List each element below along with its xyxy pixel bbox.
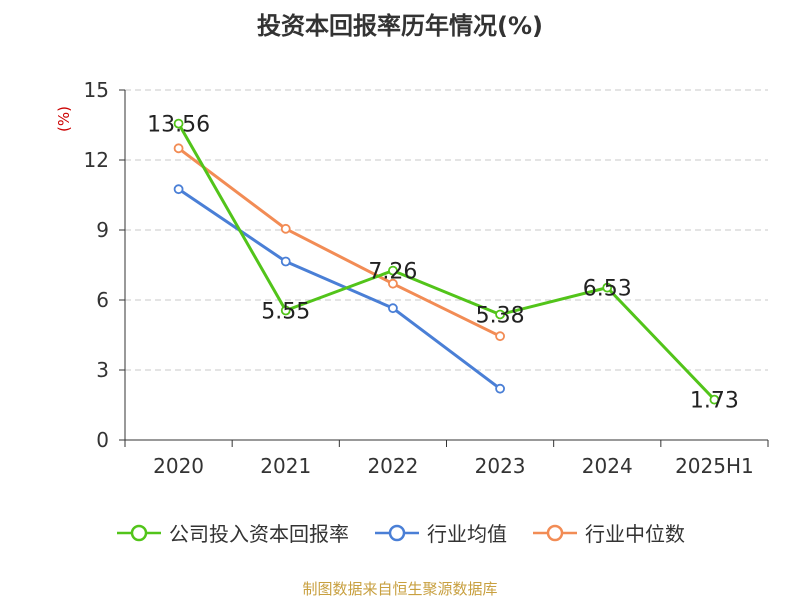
data-label: 5.38	[476, 303, 525, 328]
axes: 0 3 6 9 12 15 2020 2021 2022 2023 2024 2025H1	[84, 78, 769, 478]
x-tick-label: 2025H1	[675, 454, 754, 478]
y-tick-label: 3	[96, 358, 109, 382]
data-label: 5.55	[261, 300, 310, 325]
x-tick-label: 2023	[475, 454, 526, 478]
data-point	[388, 303, 398, 314]
y-tick-label: 9	[96, 218, 109, 242]
legend-label-company-roic: 公司投入资本回报率	[169, 522, 349, 546]
y-tick-label: 6	[96, 288, 109, 312]
data-label: 13.56	[147, 113, 210, 138]
series-lines	[173, 118, 720, 405]
legend-label-industry-mean: 行业均值	[427, 522, 507, 546]
legend-item-industry-mean[interactable]: 行业均值	[373, 518, 507, 547]
data-point	[495, 331, 505, 342]
data-point	[602, 282, 613, 293]
legend-item-industry-median[interactable]: 行业中位数	[531, 518, 685, 547]
legend-marker-blue	[375, 524, 419, 541]
chart-title: 投资本回报率历年情况(%)	[257, 12, 543, 40]
series-line	[177, 147, 501, 338]
data-label: 1.73	[690, 389, 739, 414]
data-point	[495, 309, 505, 320]
legend-marker-green	[117, 524, 161, 541]
x-tick-label: 2021	[260, 454, 311, 478]
y-tick-label: 0	[96, 428, 109, 452]
series-line	[177, 122, 716, 401]
gridlines	[125, 89, 768, 371]
data-point	[280, 223, 291, 234]
data-labels: 13.56 5.55 7.26 5.38 6.53 1.73	[147, 113, 739, 414]
series-line	[177, 187, 501, 390]
data-label: 6.53	[583, 277, 632, 302]
data-point	[709, 394, 720, 405]
data-point	[280, 256, 291, 267]
data-point	[388, 278, 398, 289]
x-tick-label: 2024	[582, 454, 633, 478]
legend-label-industry-median: 行业中位数	[585, 522, 685, 546]
data-point	[173, 118, 184, 129]
legend-item-company-roic[interactable]: 公司投入资本回报率	[115, 518, 349, 547]
data-point	[388, 265, 398, 276]
y-tick-label: 15	[84, 78, 109, 102]
legend-marker-orange	[533, 524, 577, 541]
data-point	[280, 305, 291, 316]
legend: 公司投入资本回报率 行业均值 行业中位数	[0, 518, 800, 547]
data-label: 7.26	[368, 260, 417, 285]
source-note: 制图数据来自恒生聚源数据库	[302, 580, 498, 598]
x-tick-label: 2020	[153, 454, 204, 478]
data-point	[173, 184, 184, 195]
data-point	[173, 143, 184, 154]
data-point	[495, 383, 505, 394]
x-tick-label: 2022	[367, 454, 418, 478]
y-tick-label: 12	[84, 148, 109, 172]
